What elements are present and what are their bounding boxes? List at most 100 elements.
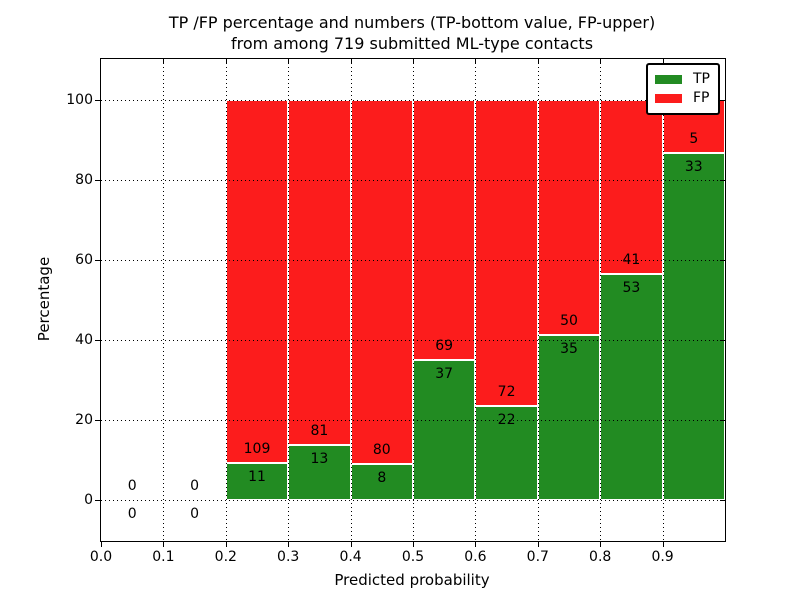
tp-count-label: 11 [248,469,266,486]
y-tick-mark [95,260,100,261]
grid-line-vertical [413,59,414,541]
fp-count-label: 0 [127,478,137,494]
chart-title-line2: from among 719 submitted ML-type contact… [230,34,594,53]
y-tick-label: 0 [84,492,93,508]
x-tick-label: 0.8 [589,549,612,565]
x-tick-mark [101,542,102,547]
fp-count-label: 81 [310,422,329,439]
bar-segment-fp [413,100,476,361]
legend: TP FP [646,63,720,115]
bar-segment-tp [537,335,601,500]
x-tick-mark [537,542,539,547]
tp-count-label: 22 [497,412,516,429]
x-tick-mark-top [163,59,165,64]
tp-count-label: 53 [622,280,641,297]
legend-label-fp: FP [693,90,710,106]
y-tick-mark-right [720,340,725,341]
bar-segment-fp [475,100,538,407]
count-labels-layer: 0 0 0 0 109 11 81 13 80 8 69 37 72 22 50 35 41 53 5 33 [101,59,725,541]
grid-line-vertical [475,59,477,541]
x-tick-label: 0.7 [526,549,549,565]
fp-count-label: 50 [560,313,578,330]
grid-line-vertical [163,59,165,541]
x-tick-mark [163,542,165,547]
y-tick-mark-right [720,260,725,261]
grid-line-vertical [225,59,227,541]
chart-title-line1: TP /FP percentage and numbers (TP-bottom… [168,13,656,32]
y-tick-mark [95,340,100,341]
y-tick-label: 100 [66,92,93,108]
x-tick-mark [475,542,477,547]
bar-segment-fp [350,100,413,464]
fp-count-label: 69 [435,338,454,355]
fp-count-label: 109 [243,441,271,458]
x-tick-mark-top [600,59,602,64]
bars-layer [101,59,725,541]
tp-count-label: 0 [190,506,200,522]
plot-area: 0.0 0.1 0.2 0.3 0.4 0.5 0.6 0.7 0.8 0.9 0 20 40 60 80 1… [66,58,726,565]
y-tick-label: 80 [75,172,93,188]
y-tick-mark-right [720,500,725,501]
bar-segment-fp [537,100,601,336]
tick-layer: 0.0 0.1 0.2 0.3 0.4 0.5 0.6 0.7 0.8 0.9 0 20 40 60 80 1… [66,59,725,565]
grid-line-vertical [600,59,602,541]
fp-count-label: 0 [190,478,200,494]
x-tick-mark-top [350,59,352,64]
bar-segment-fp [288,100,351,445]
y-tick-label: 20 [75,412,93,428]
x-tick-mark [288,542,290,547]
y-tick-mark-right [720,180,725,181]
legend-entry-tp: TP [655,70,710,89]
bar-segment-fp [600,100,663,275]
x-tick-label: 0.9 [651,549,674,565]
x-tick-mark [225,542,227,547]
grid-line-vertical [288,59,290,541]
y-tick-mark [95,100,100,101]
x-tick-label: 0.2 [214,549,237,565]
legend-swatch-fp [655,94,682,103]
tp-count-label: 33 [684,158,703,175]
y-tick-mark [95,180,100,181]
x-tick-mark [350,542,352,547]
y-tick-label: 40 [75,332,93,348]
grid-line-vertical [537,59,539,541]
x-tick-mark-top [288,59,290,64]
fp-count-label: 80 [372,441,391,458]
x-tick-mark [600,542,602,547]
tp-count-label: 37 [435,366,454,383]
x-tick-label: 0.0 [89,549,113,565]
legend-label-tp: TP [693,71,710,87]
y-axis-label: Percentage [35,256,53,342]
x-tick-mark-top [413,59,414,64]
x-tick-mark [662,542,664,547]
x-tick-mark-top [537,59,539,64]
y-tick-mark-right [720,420,725,421]
x-tick-label: 0.5 [401,549,425,565]
x-tick-mark [413,542,414,547]
bar-segment-fp [225,100,289,464]
grid-layer [101,59,725,541]
chart-title: TP /FP percentage and numbers (TP-bottom… [100,12,724,54]
tp-count-label: 8 [377,469,387,486]
tp-count-label: 0 [127,506,137,522]
legend-entry-fp: FP [655,89,710,108]
x-axis-label: Predicted probability [334,571,490,589]
fp-count-label: 41 [622,252,641,269]
tp-count-label: 35 [560,341,578,358]
x-tick-mark-top [225,59,227,64]
x-tick-label: 0.1 [152,549,175,565]
grid-line-vertical [662,59,664,541]
x-tick-label: 0.4 [339,549,362,565]
y-tick-mark-right [720,100,725,101]
x-tick-mark-top [475,59,477,64]
x-tick-label: 0.6 [464,549,487,565]
y-tick-mark [95,500,100,501]
grid-line-vertical [350,59,352,541]
x-tick-mark-top [662,59,664,64]
fp-count-label: 5 [689,130,699,147]
x-tick-label: 0.3 [277,549,300,565]
fp-count-label: 72 [497,384,516,401]
y-tick-label: 60 [75,252,93,268]
bar-segment-tp [225,463,289,500]
